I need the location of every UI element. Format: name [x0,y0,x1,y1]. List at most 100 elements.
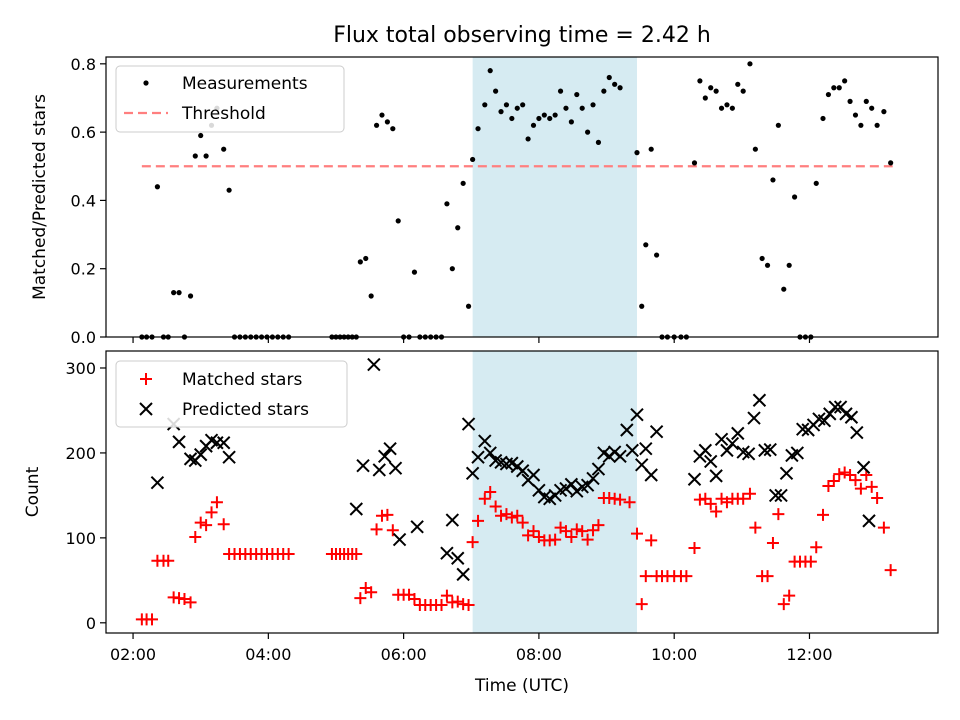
measurement-point [579,105,585,111]
legend-measurements-label: Measurements [182,74,308,94]
legend-matched-marker [140,373,152,385]
legend-measurements-marker [143,80,149,86]
measurement-point [735,81,741,87]
measurement-point [836,85,842,91]
predicted-star-point [741,447,756,461]
predicted-star-point [193,447,208,462]
matched-star-point [451,595,464,608]
measurement-point [449,266,455,272]
predicted-star-point [828,400,842,414]
bottom-ytick-label: 300 [65,359,96,378]
legend-predicted-label: Predicted stars [182,400,309,420]
matched-star-point [614,493,627,506]
predicted-star-point [862,514,876,528]
matched-star-point [844,469,857,482]
matched-star-point [623,496,636,509]
top-x-ticks [132,337,811,343]
predicted-star-point [372,463,386,477]
matched-star-point [777,598,790,611]
matched-star-point [817,508,830,521]
measurement-point [368,293,374,299]
measurement-point [606,74,612,81]
predicted-star-point [445,513,460,527]
measurement-point [552,112,558,118]
bottom-xtick-label: 02:00 [110,645,156,664]
predicted-star-point [526,468,541,482]
bottom-y-ticks: 0 100 200 300 [65,359,106,633]
matched-star-point [350,548,363,561]
matched-star-point [495,509,508,522]
matched-star-point [645,534,658,547]
matched-star-point [516,516,529,529]
predicted-star-point [440,546,454,560]
top-y-axis-label: Matched/Predicted stars [30,94,50,300]
predicted-star-point [410,520,424,534]
matched-star-point [772,508,785,521]
measurement-point [729,105,735,111]
bottom-xtick-label: 08:00 [516,645,562,664]
top-ytick-label: 0.2 [71,260,96,279]
measurement-point [568,119,574,125]
matched-star-point [743,487,756,500]
top-ytick-label: 0.4 [71,191,96,210]
matched-star-point [365,586,378,599]
matched-star-point [527,525,540,538]
measurement-point [475,126,481,132]
measurement-point [781,286,787,292]
matched-star-point [472,514,485,527]
matched-star-point [854,482,867,495]
measurement-point [411,269,418,275]
matched-star-point [435,598,448,611]
measurement-point [648,146,654,152]
measurement-point [574,91,580,98]
matched-star-point [440,589,453,602]
measurement-point [187,293,194,299]
matched-star-point [871,491,884,504]
matched-star-point [217,518,230,531]
measurement-point [643,242,649,248]
bottom-xtick-label: 10:00 [651,645,697,664]
matched-star-point [749,521,762,534]
measurement-point [858,122,864,128]
bottom-plot-frame [105,350,939,634]
measurement-point [154,184,161,190]
predicted-star-point [183,452,198,466]
measurement-point [221,146,227,152]
measurement-point [601,88,607,94]
predicted-star-point [356,458,370,473]
bottom-highlight-span [472,351,637,633]
predicted-star-point [150,475,165,490]
measurement-point [764,262,771,268]
predicted-star-point [392,532,407,547]
matched-star-point [822,480,835,493]
matched-star-point [462,598,475,611]
measurement-point [752,146,758,152]
bottom-ytick-label: 100 [65,529,96,548]
predicted-star-point [456,567,470,582]
measurement-point [514,105,520,111]
predicted-star-point [461,417,476,431]
predicted-star-point [377,449,392,464]
measurement-point [482,102,488,108]
measurement-point [171,290,177,296]
top-legend: Measurements Threshold [115,65,345,133]
measurement-point [547,115,553,122]
predicted-star-point [613,449,627,464]
x-axis-label: Time (UTC) [474,676,569,696]
predicted-star-point [591,462,606,476]
top-y-ticks: 0.0 0.2 0.4 0.6 0.8 [71,55,106,347]
measurement-point [390,126,396,132]
measurement-point [357,259,363,265]
predicted-star-point [709,469,723,483]
matched-star-point [877,521,890,534]
measurement-point [691,160,698,166]
bottom-panel: 0 100 200 300 02:00 04:00 06:00 08:00 10:00 12:0… [23,350,939,696]
matched-star-point [581,533,594,546]
top-ytick-label: 0.8 [71,55,96,74]
predicted-star-point [774,488,788,503]
measurement-point [881,109,887,115]
predicted-star-point [222,450,236,464]
predicted-star-point [216,436,231,450]
measurement-point [786,262,792,268]
predicted-star-point [383,441,397,456]
